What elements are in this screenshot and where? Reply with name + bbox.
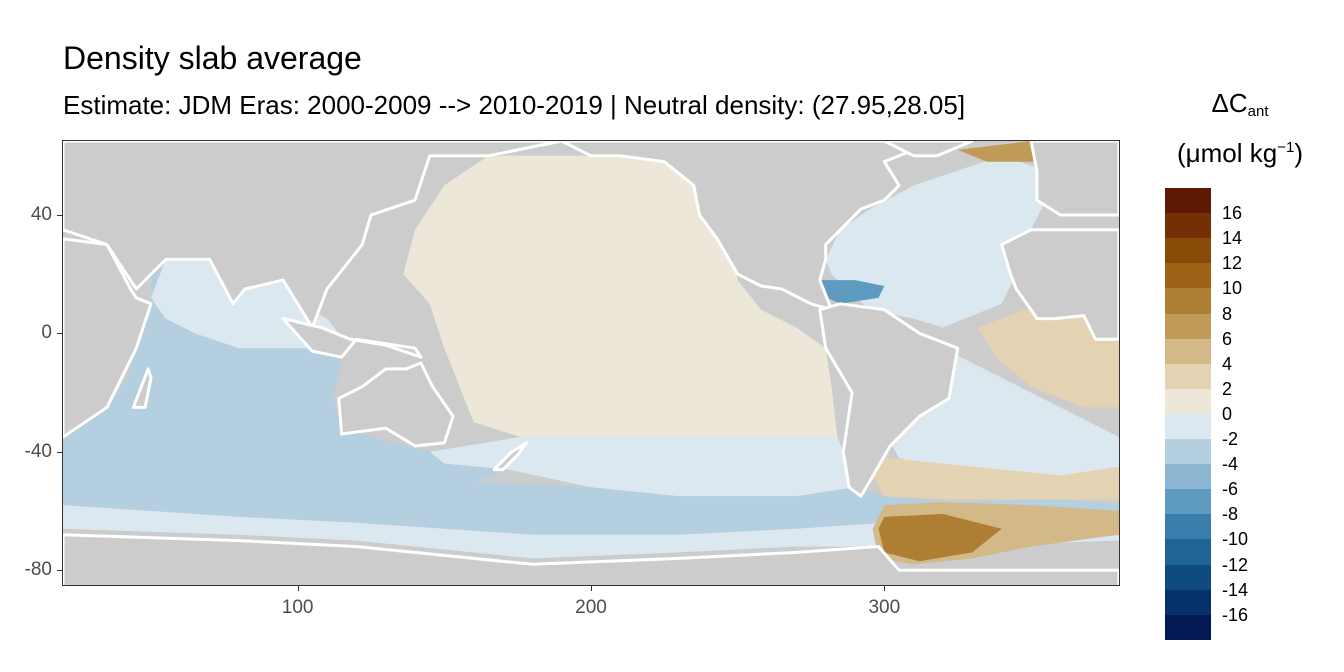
legend-swatch: [1165, 489, 1211, 515]
land-africa: [63, 237, 153, 439]
legend-label: 14: [1222, 228, 1243, 249]
legend-title-subscript: ant: [1247, 103, 1269, 120]
region-pacific-north: [403, 155, 838, 438]
legend-label: 10: [1222, 278, 1243, 299]
legend-swatch: [1165, 439, 1211, 465]
legend-swatch: [1165, 338, 1211, 365]
legend-label: -10: [1222, 529, 1249, 550]
legend-label: 6: [1222, 328, 1233, 349]
legend-swatch: [1165, 614, 1211, 641]
legend-label: 4: [1222, 353, 1233, 374]
x-tick-label: 300: [868, 597, 901, 618]
x-tick-label: 100: [281, 597, 314, 618]
y-tick-mark: [57, 215, 62, 216]
legend-swatch: [1165, 313, 1211, 340]
region-subantarctic-atlantic: [872, 457, 1119, 500]
legend-label: -16: [1222, 604, 1249, 625]
region-pacific-south-band: [429, 437, 855, 497]
legend-label: -8: [1222, 504, 1239, 525]
land-new-zealand: [492, 441, 528, 472]
land-africa-wrapped-: [1000, 228, 1119, 341]
legend-unit: (μmol kg−1): [1150, 140, 1330, 166]
x-tick-label: 200: [575, 597, 607, 618]
legend-label: 12: [1222, 253, 1243, 274]
legend-label: 2: [1222, 378, 1233, 399]
legend-title-symbol: ΔC: [1211, 88, 1248, 118]
legend-label: -4: [1222, 454, 1239, 475]
region-caribbean-sea: [813, 280, 885, 304]
y-tick-mark: [57, 570, 62, 572]
land-south-america: [818, 302, 960, 498]
legend-swatch: [1165, 539, 1211, 566]
x-tick-mark: [884, 586, 886, 591]
region-north-atlantic: [825, 155, 1046, 328]
legend-label: -14: [1222, 579, 1249, 600]
land-indonesia: [281, 317, 423, 359]
legend-unit-superscript: −1: [1277, 139, 1295, 156]
legend-label: 16: [1222, 203, 1243, 224]
legend-swatch: [1165, 188, 1211, 214]
legend-swatch: [1165, 413, 1211, 440]
legend-label: -6: [1222, 479, 1239, 500]
legend-swatch: [1165, 213, 1211, 239]
legend-swatch: [1165, 363, 1211, 390]
land-europe-west: [1029, 141, 1119, 217]
map-panel: [62, 140, 1120, 586]
x-tick-mark: [591, 586, 592, 591]
x-tick-mark: [297, 586, 299, 591]
legend-label: -2: [1222, 429, 1239, 449]
map-canvas: [63, 141, 1119, 585]
y-tick-label: -40: [24, 440, 52, 462]
legend-swatch: [1165, 288, 1211, 315]
land-greenland: [882, 141, 974, 158]
legend-label: 8: [1222, 303, 1233, 324]
land-antarctica: [63, 533, 1119, 585]
legend-swatch: [1165, 263, 1211, 289]
y-tick-label: 40: [30, 204, 52, 225]
y-tick-label: 0: [41, 322, 52, 344]
region-antarctic-margin: [63, 505, 1119, 559]
land-australia: [337, 361, 455, 448]
y-tick-label: -80: [24, 559, 52, 581]
legend-swatch: [1165, 388, 1211, 415]
legend-unit-prefix: (μmol kg: [1177, 138, 1278, 168]
legend-swatch: [1165, 238, 1211, 264]
legend-label: 0: [1222, 403, 1233, 424]
legend-swatch: [1165, 564, 1211, 591]
legend-unit-suffix: ): [1294, 138, 1303, 168]
land-madagascar: [131, 367, 153, 409]
chart-title: Density slab average: [63, 40, 362, 76]
legend-label: -12: [1222, 554, 1249, 575]
chart-subtitle: Estimate: JDM Eras: 2000-2009 --> 2010-2…: [63, 90, 966, 120]
region-eastern-atlantic-halo: [978, 297, 1119, 408]
y-tick-mark: [57, 451, 62, 453]
legend-title: ΔCant: [1150, 90, 1330, 119]
region-weddell-core: [878, 514, 1002, 562]
legend-swatch: [1165, 514, 1211, 540]
legend-swatch: [1165, 464, 1211, 490]
y-tick-mark: [57, 333, 62, 335]
legend-swatch: [1165, 589, 1211, 616]
